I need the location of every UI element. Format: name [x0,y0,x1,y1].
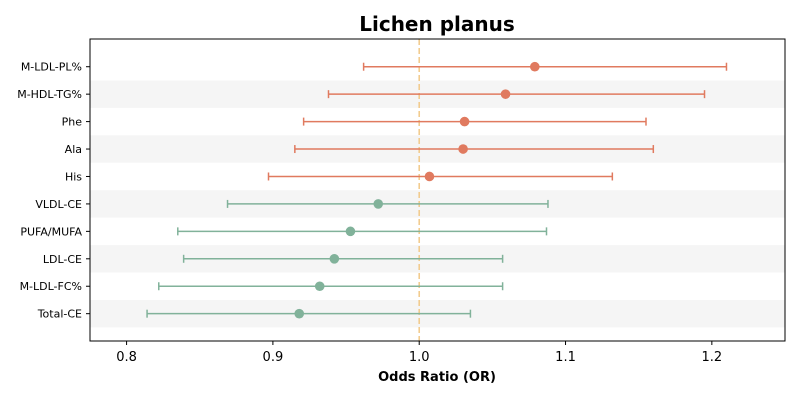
or-point [373,199,384,209]
or-point [294,308,305,319]
y-tick-label: Phe [62,116,83,129]
x-tick-label: 1.1 [555,350,576,365]
y-axis: M-LDL-PL% M-HDL-TG% Phe Ala His VLDL-CE PUFA/M… [17,61,90,321]
or-point [314,281,325,292]
y-tick-label: PUFA/MUFA [20,225,82,238]
plot-frame [89,38,786,342]
or-point [458,144,468,154]
y-tick-label: LDL-CE [43,253,82,266]
y-tick-label: M-LDL-PL% [21,61,82,74]
x-axis: 0.8 0.9 1.0 1.1 1.2 [116,341,722,365]
x-tick-label: 1.0 [409,350,430,365]
or-point [329,253,340,264]
or-point [500,89,511,99]
chart-title: Lichen planus [359,12,515,36]
y-tick-label: VLDL-CE [35,198,82,211]
or-point [530,61,540,72]
x-tick-label: 1.2 [701,350,722,365]
y-tick-label: His [65,170,82,183]
y-tick-label: M-LDL-FC% [20,280,82,293]
x-axis-label: Odds Ratio (OR) [378,370,496,385]
x-tick-label: 0.9 [263,350,284,365]
y-tick-label: Total-CE [37,308,82,321]
or-point [424,171,435,182]
or-point [345,226,356,237]
y-tick-label: M-HDL-TG% [17,88,82,101]
y-tick-label: Ala [65,143,82,156]
or-point [459,116,470,127]
data-marks [146,61,728,319]
x-tick-label: 0.8 [116,350,137,365]
